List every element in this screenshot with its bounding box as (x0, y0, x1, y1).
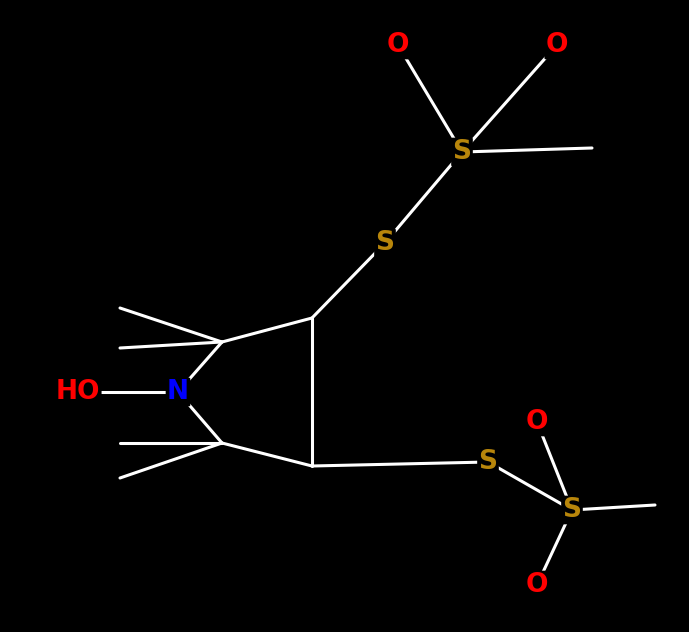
Text: S: S (478, 449, 497, 475)
Text: S: S (453, 139, 471, 165)
Text: N: N (167, 379, 189, 405)
Text: O: O (526, 409, 548, 435)
Text: O: O (387, 32, 409, 58)
Text: O: O (546, 32, 568, 58)
Text: HO: HO (56, 379, 101, 405)
Text: O: O (526, 572, 548, 598)
Text: S: S (562, 497, 582, 523)
Text: S: S (376, 230, 395, 256)
